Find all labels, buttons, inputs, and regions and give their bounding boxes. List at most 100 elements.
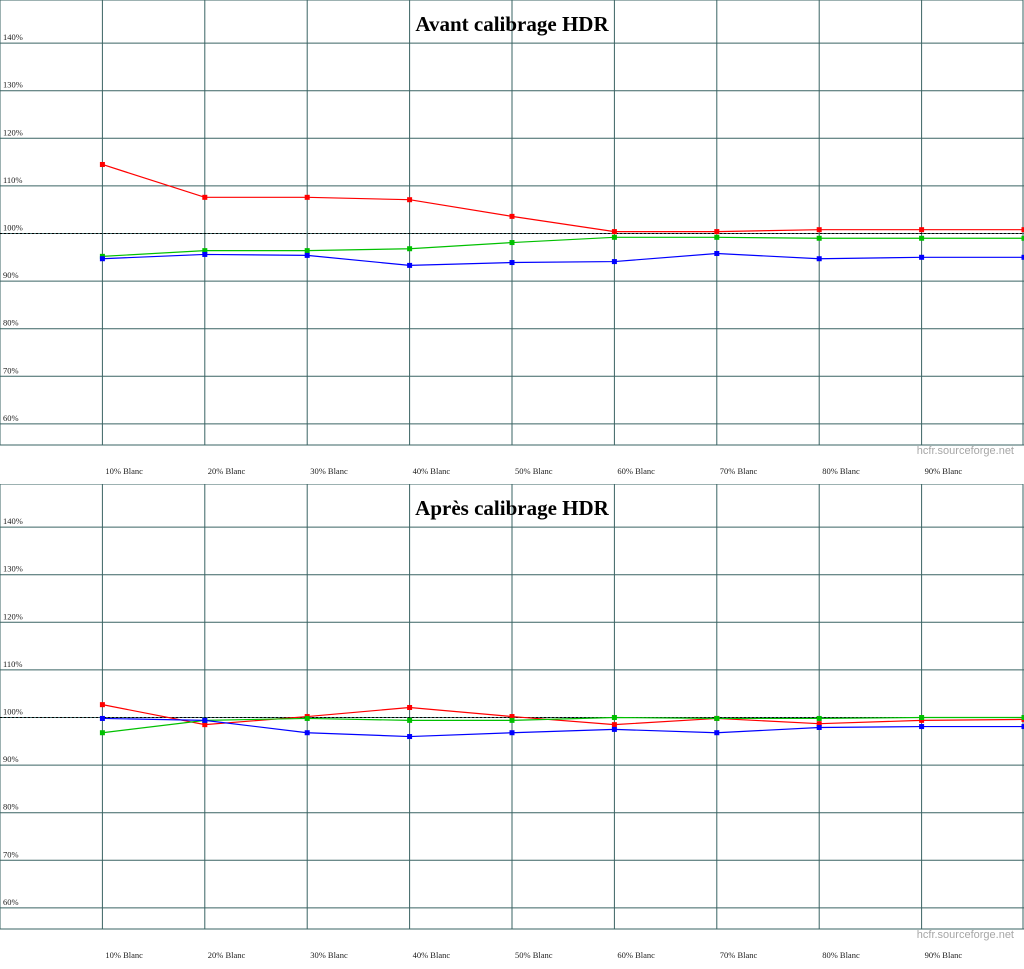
series-marker-rouge — [304, 194, 310, 200]
y-tick-label: 130% — [3, 80, 23, 90]
rgb-levels-chart-after: 140% 130% 120% 110% 100% 90% 80% 70% 60% 10% Blan… — [0, 484, 1024, 960]
series-marker-vert — [407, 717, 413, 723]
series-marker-bleu — [304, 252, 310, 258]
y-tick-label: 100% — [3, 223, 23, 233]
series-marker-rouge — [714, 229, 720, 235]
series-marker-rouge — [99, 702, 105, 708]
hcfr-watermark: hcfr.sourceforge.net — [916, 445, 1014, 457]
series-marker-bleu — [407, 734, 413, 740]
x-tick-label: 10% Blanc — [105, 466, 143, 476]
x-tick-label: 10% Blanc — [105, 950, 143, 960]
y-tick-label: 80% — [3, 802, 19, 812]
series-marker-vert — [509, 240, 515, 246]
series-marker-bleu — [99, 715, 105, 721]
series-marker-rouge — [611, 229, 617, 235]
series-marker-bleu — [1021, 724, 1024, 730]
y-tick-label: 140% — [3, 516, 23, 526]
series-marker-rouge — [816, 227, 822, 233]
x-tick-label: 40% Blanc — [413, 950, 451, 960]
y-tick-label: 140% — [3, 32, 23, 42]
series-marker-vert — [1021, 715, 1024, 720]
series-marker-rouge — [919, 717, 925, 723]
series-marker-rouge — [611, 722, 617, 728]
x-tick-label: 60% Blanc — [617, 466, 655, 476]
series-marker-rouge — [407, 705, 413, 711]
series-marker-bleu — [714, 730, 720, 736]
series-marker-bleu — [714, 250, 720, 256]
y-tick-label: 90% — [3, 754, 19, 764]
hcfr-watermark: hcfr.sourceforge.net — [916, 929, 1014, 941]
series-marker-bleu — [509, 730, 515, 736]
y-tick-label: 60% — [3, 897, 19, 907]
y-tick-label: 110% — [3, 659, 23, 669]
x-tick-label: 50% Blanc — [515, 466, 553, 476]
series-marker-rouge — [1021, 227, 1024, 233]
series-marker-bleu — [509, 260, 515, 266]
series-marker-vert — [202, 248, 208, 254]
series-marker-bleu — [304, 730, 310, 736]
series-marker-bleu — [919, 724, 925, 730]
y-tick-label: 120% — [3, 611, 23, 621]
x-tick-label: 80% Blanc — [822, 950, 860, 960]
x-tick-label: 60% Blanc — [617, 950, 655, 960]
series-marker-vert — [509, 717, 515, 723]
series-marker-vert — [714, 234, 720, 240]
series-marker-bleu — [202, 251, 208, 257]
series-marker-rouge — [509, 213, 515, 219]
series-marker-rouge — [99, 161, 105, 167]
series-line-rouge — [102, 704, 1024, 726]
series-line-bleu — [102, 717, 1024, 738]
series-line-bleu — [102, 252, 1024, 266]
x-tick-label: 20% Blanc — [208, 950, 246, 960]
series-marker-rouge — [816, 721, 822, 727]
series-line-rouge — [102, 163, 1024, 233]
series-marker-rouge — [202, 194, 208, 200]
series-marker-vert — [1021, 235, 1024, 241]
series-marker-vert — [304, 248, 310, 254]
series-marker-vert — [304, 715, 310, 721]
x-tick-label: 30% Blanc — [310, 950, 348, 960]
x-tick-label: 70% Blanc — [720, 950, 758, 960]
y-tick-label: 90% — [3, 270, 19, 280]
chart-apres-calibrage: Après calibrage HDR 140% 130% 120% 110% 100%… — [0, 484, 1024, 969]
series-marker-bleu — [611, 259, 617, 265]
series-line-vert — [102, 716, 1024, 734]
x-tick-label: 20% Blanc — [208, 466, 246, 476]
series-marker-vert — [919, 715, 925, 720]
series-marker-rouge — [202, 722, 208, 728]
chart-avant-calibrage: Avant calibrage HDR 140% 130% 120% 110% 100%… — [0, 0, 1024, 484]
y-tick-label: 120% — [3, 127, 23, 137]
series-marker-vert — [611, 234, 617, 240]
series-marker-bleu — [816, 724, 822, 730]
series-marker-vert — [407, 246, 413, 252]
series-marker-vert — [816, 715, 822, 721]
series-marker-bleu — [202, 717, 208, 723]
y-tick-label: 70% — [3, 365, 19, 375]
rgb-levels-chart-before: 140% 130% 120% 110% 100% 90% 80% 70% 60% 10% Blan… — [0, 0, 1024, 476]
x-tick-label: 30% Blanc — [310, 466, 348, 476]
series-marker-vert — [611, 715, 617, 720]
series-marker-bleu — [611, 726, 617, 732]
series-marker-bleu — [919, 254, 925, 260]
series-marker-vert — [99, 730, 105, 736]
y-tick-label: 60% — [3, 413, 19, 423]
series-marker-rouge — [509, 714, 515, 720]
series-marker-bleu — [1021, 254, 1024, 260]
x-tick-label: 70% Blanc — [720, 466, 758, 476]
series-marker-vert — [816, 235, 822, 241]
y-tick-label: 100% — [3, 707, 23, 717]
series-marker-vert — [919, 235, 925, 241]
series-marker-rouge — [407, 197, 413, 203]
y-tick-label: 110% — [3, 175, 23, 185]
x-tick-label: 80% Blanc — [822, 466, 860, 476]
series-marker-bleu — [99, 256, 105, 262]
x-tick-label: 50% Blanc — [515, 950, 553, 960]
series-line-vert — [102, 236, 1024, 257]
y-tick-label: 70% — [3, 849, 19, 859]
x-tick-label: 90% Blanc — [925, 950, 963, 960]
y-tick-label: 130% — [3, 564, 23, 574]
y-tick-label: 80% — [3, 318, 19, 328]
x-tick-label: 90% Blanc — [925, 466, 963, 476]
x-tick-label: 40% Blanc — [413, 466, 451, 476]
series-marker-rouge — [919, 227, 925, 233]
